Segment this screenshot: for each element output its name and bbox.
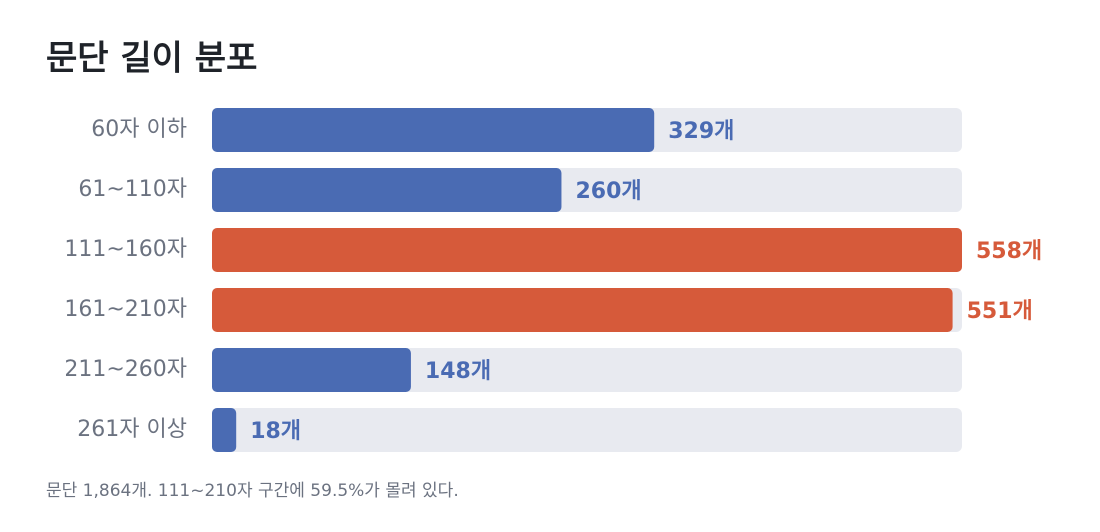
y-tick-label: 211~260자 [64,357,187,382]
y-tick-label: 161~210자 [64,297,187,322]
value-label: 558개 [976,239,1042,264]
bar [212,228,962,272]
value-label: 329개 [668,119,734,144]
chart-title: 문단 길이 분포 [46,39,257,79]
bar [212,408,237,452]
value-label: 18개 [250,419,301,444]
y-tick-label: 111~160자 [64,237,187,262]
value-label: 148개 [425,359,491,384]
bar [212,348,411,392]
y-tick-label: 60자 이하 [91,117,187,142]
y-tick-label: 261자 이상 [77,417,187,442]
bar [212,288,953,332]
bar-track [212,408,962,452]
bar [212,108,655,152]
y-tick-label: 61~110자 [78,177,187,202]
bar [212,168,562,212]
value-label: 260개 [575,179,641,204]
chart-note: 문단 1,864개. 111~210자 구간에 59.5%가 몰려 있다. [46,481,459,501]
value-label: 551개 [967,299,1033,324]
